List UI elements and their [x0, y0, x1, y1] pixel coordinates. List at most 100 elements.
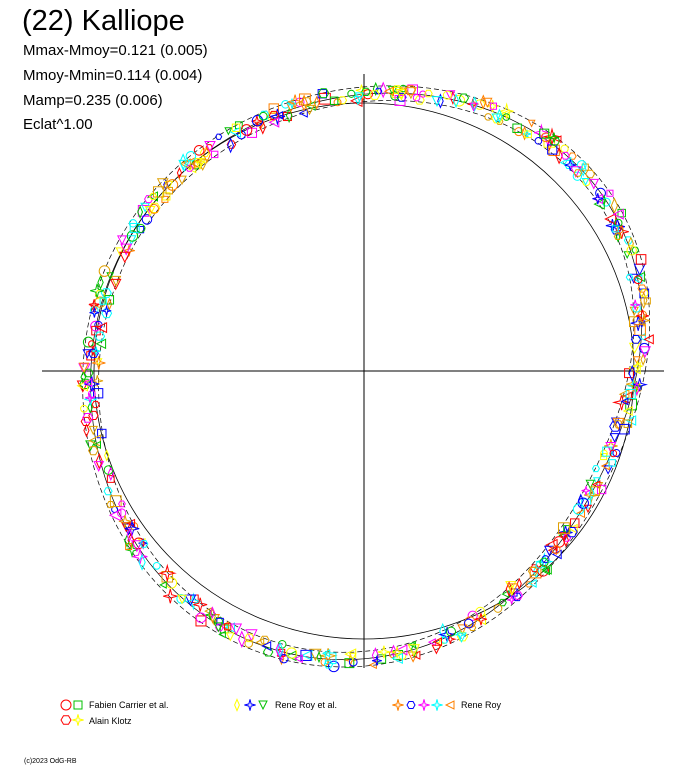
data-point [590, 486, 600, 497]
data-point [618, 388, 630, 400]
data-point [637, 312, 651, 327]
data-point [606, 189, 614, 197]
data-point [525, 581, 533, 588]
data-point [216, 617, 224, 626]
data-point [275, 643, 282, 657]
axes [42, 74, 664, 668]
data-point [502, 113, 511, 121]
data-point [106, 297, 113, 311]
data-point [498, 598, 507, 607]
data-point [109, 278, 122, 291]
legend-marker-diamond [234, 698, 240, 712]
data-point [179, 153, 187, 171]
data-point [195, 612, 207, 624]
data-point [276, 641, 284, 658]
data-point [627, 236, 634, 251]
legend [60, 698, 455, 726]
data-point [544, 538, 558, 552]
data-point [159, 581, 167, 589]
data-point [431, 96, 443, 108]
data-point [279, 653, 289, 664]
data-point [300, 94, 308, 112]
data-point [137, 205, 144, 219]
data-point [632, 361, 643, 372]
data-point [179, 158, 191, 170]
data-point [277, 648, 286, 657]
data-point [445, 632, 457, 644]
data-point [117, 508, 127, 518]
legend-marker-trefoil [418, 699, 430, 711]
data-point [613, 233, 622, 240]
data-point [572, 503, 585, 515]
data-point [513, 591, 524, 600]
legend-marker-pentagon [60, 715, 72, 725]
data-point [628, 364, 636, 383]
data-point [110, 275, 122, 287]
data-point [227, 137, 235, 154]
data-point [588, 486, 595, 500]
data-point [509, 584, 515, 597]
data-point [609, 421, 622, 432]
data-point [639, 346, 652, 359]
data-point [612, 417, 625, 431]
data-point [551, 549, 562, 560]
data-point [551, 545, 561, 555]
stat-mmax-mmoy: Mmax-Mmoy=0.121 (0.005) [23, 42, 208, 59]
data-point [609, 449, 618, 458]
data-point [319, 92, 331, 105]
legend-label-fabien-carrier: Fabien Carrier et al. [89, 700, 169, 710]
data-point [643, 334, 654, 345]
data-point [474, 613, 488, 626]
data-point [348, 652, 357, 661]
data-point [149, 192, 158, 200]
data-point [82, 413, 94, 423]
data-point [395, 89, 408, 101]
data-point [541, 566, 550, 576]
data-point [166, 179, 179, 191]
data-point [609, 433, 620, 443]
data-point [95, 321, 108, 334]
data-point [630, 315, 646, 331]
data-point [88, 410, 99, 420]
data-point [88, 299, 100, 310]
data-point [244, 639, 253, 648]
data-point [193, 597, 208, 612]
data-point [258, 111, 268, 121]
data-point [534, 136, 543, 145]
data-point [577, 497, 589, 509]
legend-label-rene-roy: Rene Roy [461, 700, 502, 710]
data-point [410, 641, 418, 658]
data-point [379, 81, 387, 99]
data-point [316, 650, 322, 664]
data-point [615, 231, 621, 243]
data-point [230, 623, 243, 636]
data-point [569, 166, 582, 178]
data-point [377, 645, 391, 659]
data-point [572, 171, 583, 181]
data-point [372, 81, 379, 96]
data-point [634, 324, 646, 336]
legend-marker-star4 [392, 699, 404, 711]
data-point [229, 126, 241, 138]
data-point [457, 624, 468, 635]
data-point [412, 93, 421, 102]
data-point [313, 95, 320, 110]
data-point [287, 94, 303, 110]
data-point [80, 404, 88, 413]
data-point [195, 615, 207, 627]
data-point [225, 632, 235, 642]
data-point [527, 578, 537, 588]
data-point [152, 186, 165, 198]
data-point [541, 555, 550, 564]
data-point [585, 169, 596, 179]
data-point [500, 109, 510, 119]
data-point [83, 423, 90, 438]
data-point [491, 113, 502, 124]
copyright: (c)2023 OdG-RB [24, 758, 77, 765]
data-point [581, 178, 590, 187]
data-point [100, 288, 112, 298]
data-point [87, 401, 93, 414]
data-point [193, 145, 205, 156]
data-point [286, 98, 298, 109]
data-point [611, 225, 619, 233]
